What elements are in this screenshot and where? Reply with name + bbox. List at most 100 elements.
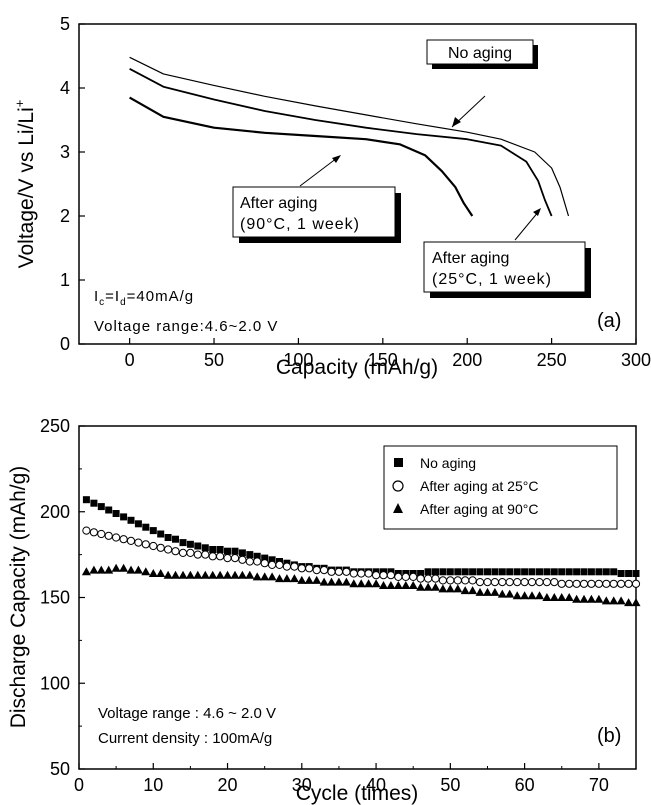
marker-aging-90c: [275, 574, 284, 583]
legend-label-aging-90c: After aging at 90°C: [420, 501, 538, 517]
y-tick-label-a: 3: [60, 142, 70, 162]
markers-b: [81, 496, 641, 607]
marker-aging-25c: [305, 564, 314, 573]
marker-aging-90c: [119, 563, 129, 572]
marker-aging-90c: [549, 593, 559, 601]
x-tick-label-b: 70: [589, 775, 609, 795]
marker-aging-25c: [208, 552, 217, 561]
marker-no-aging: [550, 568, 558, 576]
marker-aging-90c: [379, 581, 388, 589]
marker-aging-25c: [245, 557, 254, 566]
marker-aging-90c: [431, 582, 440, 591]
x-axis-title-b: Cycle (times): [296, 782, 419, 805]
marker-aging-90c: [468, 586, 478, 595]
marker-aging-90c: [178, 570, 188, 579]
marker-no-aging: [253, 552, 261, 560]
marker-aging-90c: [81, 567, 91, 576]
marker-aging-90c: [542, 593, 552, 601]
marker-aging-25c: [386, 571, 395, 580]
marker-aging-25c: [178, 548, 188, 558]
marker-aging-90c: [475, 587, 485, 596]
marker-aging-90c: [245, 570, 255, 579]
marker-no-aging: [476, 568, 484, 576]
callout-aging-25c: After aging (25°C, 1 week): [423, 208, 591, 298]
marker-aging-25c: [513, 578, 522, 587]
marker-aging-90c: [497, 589, 507, 598]
marker-aging-90c: [223, 570, 232, 579]
marker-aging-25c: [275, 560, 284, 570]
marker-no-aging: [446, 568, 454, 576]
marker-no-aging: [209, 546, 217, 553]
marker-no-aging: [498, 568, 506, 576]
marker-aging-25c: [290, 562, 299, 571]
marker-aging-90c: [364, 579, 374, 588]
marker-aging-25c: [364, 569, 373, 578]
marker-aging-25c: [535, 578, 544, 587]
marker-no-aging: [484, 568, 491, 576]
marker-aging-25c: [253, 557, 262, 566]
marker-aging-25c: [446, 576, 455, 585]
callout-no-aging-text: No aging: [448, 45, 512, 62]
marker-aging-90c: [445, 584, 455, 593]
tick-marks-a: [79, 23, 637, 345]
marker-no-aging: [617, 570, 625, 577]
marker-aging-25c: [230, 554, 240, 563]
marker-no-aging: [134, 520, 142, 528]
marker-aging-25c: [594, 579, 604, 588]
marker-no-aging: [224, 547, 231, 555]
marker-no-aging: [558, 568, 566, 576]
marker-aging-90c: [304, 575, 314, 584]
marker-aging-25c: [587, 579, 596, 588]
marker-aging-90c: [438, 584, 448, 593]
marker-aging-90c: [104, 565, 114, 574]
marker-aging-90c: [341, 577, 351, 586]
marker-aging-25c: [468, 576, 477, 585]
marker-no-aging: [97, 503, 105, 511]
marker-aging-25c: [490, 578, 499, 587]
marker-no-aging: [268, 556, 276, 564]
tick-labels-a: 0 50 100 150 200 250 300 0 1 2 3 4 5: [60, 14, 651, 370]
x-tick-label-a: 50: [204, 350, 224, 370]
marker-aging-25c: [193, 550, 202, 559]
marker-aging-25c: [475, 578, 485, 587]
marker-no-aging: [491, 568, 499, 576]
marker-aging-90c: [386, 581, 396, 589]
marker-no-aging: [610, 568, 618, 576]
x-tick-label-a: 100: [283, 350, 313, 370]
legend-marker-triangle: [393, 503, 403, 513]
marker-aging-25c: [82, 526, 91, 535]
marker-aging-90c: [230, 570, 240, 579]
marker-aging-90c: [601, 596, 611, 605]
marker-aging-25c: [557, 579, 566, 588]
voltage-range-note-a: Voltage range:4.6~2.0 V: [94, 318, 278, 335]
marker-aging-25c: [320, 566, 329, 575]
marker-aging-25c: [201, 550, 210, 559]
current-note: Ic=Id=40mA/g: [94, 288, 194, 308]
legend-label-no-aging: No aging: [420, 455, 476, 471]
marker-no-aging: [194, 542, 202, 550]
marker-aging-25c: [89, 528, 99, 537]
marker-no-aging: [625, 570, 633, 577]
marker-aging-25c: [223, 554, 232, 563]
marker-aging-90c: [527, 591, 537, 600]
marker-aging-25c: [542, 578, 552, 587]
y-tick-label-a: 5: [60, 14, 70, 34]
marker-aging-25c: [186, 548, 195, 558]
marker-aging-90c: [312, 575, 322, 584]
marker-aging-90c: [408, 581, 418, 589]
tick-labels-b: 0 10 20 30 40 50 60 70 50 100 150 200 250: [40, 416, 609, 795]
marker-no-aging: [261, 554, 269, 562]
callout-aging-25c-line1: After aging: [432, 250, 509, 267]
marker-aging-25c: [164, 545, 173, 554]
marker-no-aging: [513, 568, 521, 576]
marker-no-aging: [216, 546, 224, 553]
marker-aging-90c: [200, 570, 210, 579]
marker-aging-90c: [631, 598, 641, 607]
marker-aging-90c: [572, 594, 582, 603]
marker-no-aging: [506, 568, 514, 576]
marker-aging-25c: [527, 578, 537, 587]
legend-frame: [383, 445, 618, 530]
marker-aging-90c: [564, 593, 574, 601]
marker-aging-25c: [141, 540, 150, 549]
